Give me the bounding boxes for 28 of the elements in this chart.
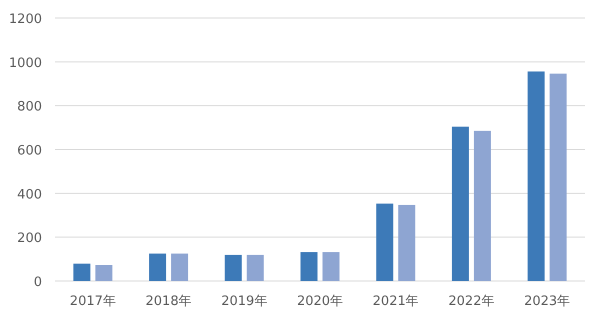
bar bbox=[376, 204, 394, 281]
bar bbox=[452, 126, 469, 281]
x-tick-label: 2021年 bbox=[372, 294, 419, 309]
bar bbox=[474, 130, 491, 281]
bar bbox=[95, 265, 112, 281]
y-tick-label: 0 bbox=[34, 275, 42, 290]
y-tick-label: 400 bbox=[17, 187, 42, 202]
bar bbox=[528, 71, 545, 281]
x-tick-label: 2022年 bbox=[448, 294, 494, 309]
y-tick-label: 800 bbox=[17, 100, 42, 115]
x-tick-label: 2018年 bbox=[146, 294, 192, 309]
x-tick-label: 2023年 bbox=[524, 294, 570, 309]
y-tick-label: 1200 bbox=[8, 12, 42, 27]
y-tick-label: 1000 bbox=[8, 56, 42, 71]
y-tick-label: 600 bbox=[17, 144, 42, 158]
bar bbox=[398, 204, 416, 281]
bar bbox=[73, 264, 90, 281]
bar bbox=[149, 254, 166, 281]
x-tick-label: 2017年 bbox=[70, 294, 116, 309]
bar bbox=[300, 252, 318, 281]
bar bbox=[246, 254, 264, 281]
bar bbox=[322, 252, 340, 281]
x-tick-label: 2020年 bbox=[296, 294, 344, 309]
bar bbox=[224, 254, 242, 281]
x-tick-label: 2019年 bbox=[221, 294, 268, 309]
bar bbox=[550, 74, 567, 281]
y-tick-label: 200 bbox=[17, 231, 42, 246]
bar bbox=[171, 254, 188, 281]
